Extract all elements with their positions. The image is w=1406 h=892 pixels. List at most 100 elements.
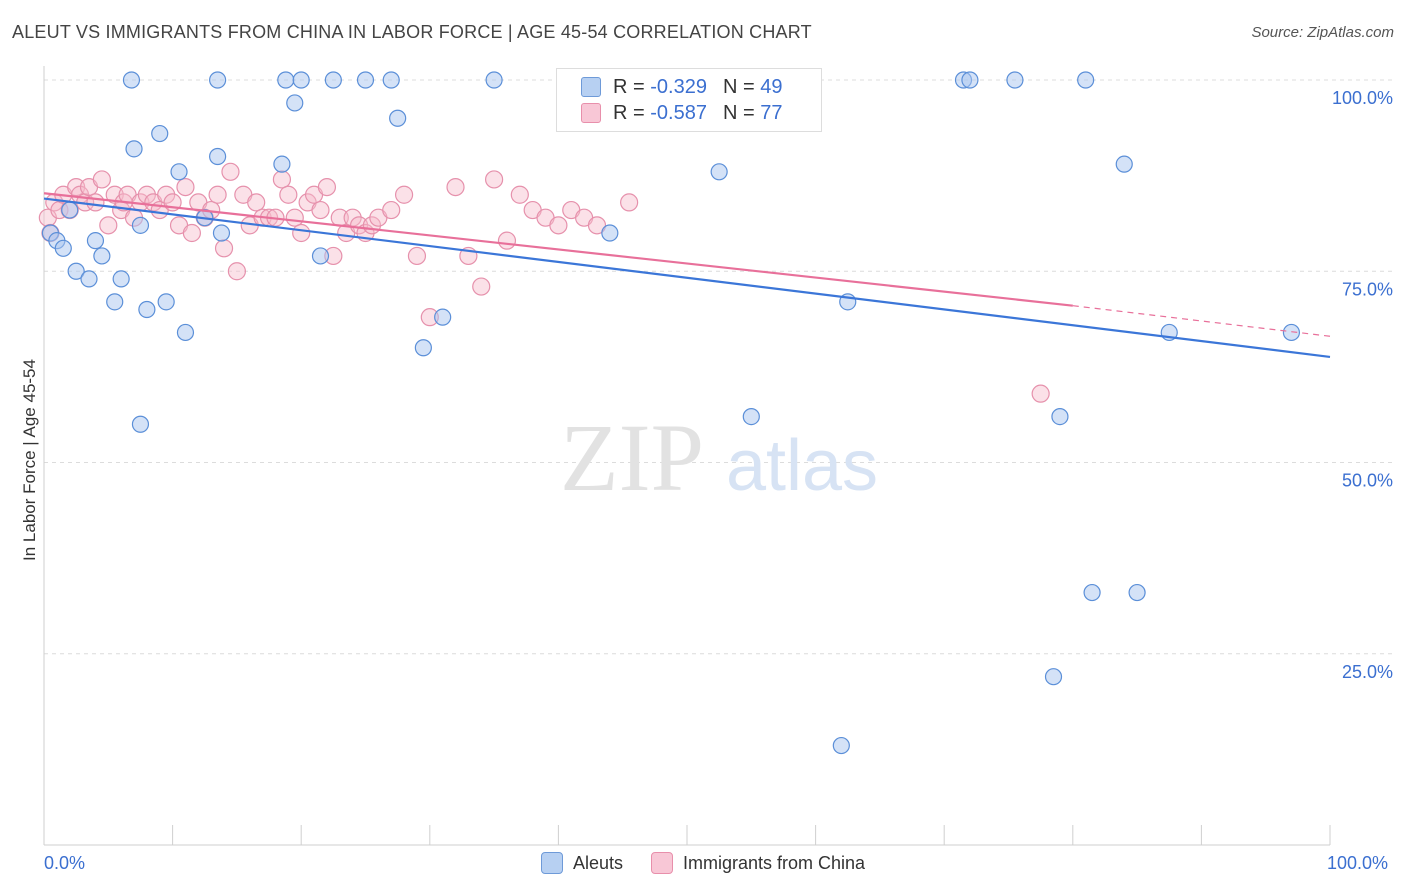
china-point: [285, 208, 304, 227]
china-point: [485, 170, 504, 189]
china-point: [317, 178, 337, 197]
aleuts-point: [80, 270, 98, 288]
aleuts-point: [122, 71, 141, 89]
china-point: [86, 193, 105, 212]
aleuts-point: [961, 71, 979, 89]
aleuts-point: [292, 71, 310, 89]
china-point: [587, 216, 607, 235]
aleuts-point: [356, 71, 375, 89]
aleuts-point: [1051, 408, 1069, 426]
legend-n-value: 49: [760, 75, 783, 98]
china-point: [182, 223, 201, 243]
china-point: [176, 178, 195, 197]
china-point: [497, 231, 517, 250]
x-tick-label-min: 0.0%: [44, 853, 86, 873]
china-point: [279, 185, 298, 204]
aleuts-point: [414, 339, 432, 357]
legend-label-china: Immigrants from China: [682, 852, 866, 873]
china-point: [272, 170, 292, 189]
china-point: [214, 239, 234, 258]
china-point: [549, 216, 568, 235]
china-point: [446, 178, 465, 197]
legend-row-china: R = -0.587 N = 77: [581, 101, 782, 125]
china-point: [472, 277, 491, 296]
legend-n-label: N =: [722, 75, 755, 98]
aleuts-point: [601, 224, 619, 242]
legend-swatch-china: [650, 852, 673, 874]
aleuts-point: [273, 155, 291, 173]
aleuts-point: [131, 216, 150, 234]
china-trend-line: [43, 192, 1073, 307]
legend-item-aleuts[interactable]: Aleuts: [540, 852, 623, 874]
china-trend-extension: [1072, 305, 1331, 337]
series-china-points: [38, 162, 1050, 403]
legend-r-label: R =: [613, 75, 645, 98]
china-point: [311, 200, 330, 220]
legend-r-value: -0.587: [650, 101, 707, 124]
aleuts-point: [61, 201, 79, 219]
china-point: [221, 162, 240, 181]
aleuts-point: [212, 224, 231, 242]
legend-n-label: N =: [722, 101, 755, 124]
aleuts-point: [324, 71, 342, 89]
aleuts-point: [832, 736, 850, 755]
aleuts-point: [1044, 668, 1063, 686]
y-tick-label: 25.0%: [1342, 662, 1393, 682]
china-point: [247, 193, 266, 212]
aleuts-point: [286, 94, 304, 112]
chart-title: ALEUT VS IMMIGRANTS FROM CHINA IN LABOR …: [12, 22, 812, 42]
y-tick-label: 75.0%: [1342, 279, 1393, 299]
legend-swatch-aleuts: [540, 852, 563, 874]
aleuts-point: [1282, 323, 1301, 342]
aleuts-point: [157, 293, 175, 311]
aleuts-point: [106, 293, 124, 311]
aleuts-point: [138, 300, 156, 319]
aleuts-point: [1128, 583, 1146, 602]
aleuts-point: [131, 415, 150, 433]
y-tick-label: 50.0%: [1342, 471, 1393, 491]
aleuts-point: [209, 71, 227, 89]
aleuts-point: [382, 71, 400, 89]
aleuts-point: [170, 163, 188, 181]
aleuts-point: [1115, 155, 1133, 173]
watermark-zip: ZIP: [560, 404, 704, 511]
series-legend: Aleuts Immigrants from China: [0, 852, 1406, 874]
series-aleuts-points: [41, 71, 1301, 755]
china-point: [1031, 384, 1050, 403]
china-point: [92, 170, 111, 189]
y-tick-labels: 25.0% 50.0% 75.0% 100.0%: [1332, 88, 1393, 682]
aleuts-point: [93, 247, 111, 265]
legend-label-aleuts: Aleuts: [572, 852, 623, 873]
aleuts-point: [54, 239, 72, 257]
aleuts-point: [277, 71, 295, 89]
china-point: [227, 262, 246, 281]
aleuts-point: [485, 71, 503, 89]
aleuts-point: [1077, 71, 1095, 89]
china-point: [292, 223, 311, 243]
axes: [43, 66, 1331, 846]
x-tick-label-max: 100.0%: [1327, 853, 1389, 873]
china-point: [620, 193, 639, 212]
aleuts-point: [125, 140, 143, 158]
china-point: [99, 216, 118, 235]
aleuts-point: [1006, 71, 1024, 89]
aleuts-point: [209, 147, 227, 166]
aleuts-point: [151, 124, 169, 143]
aleuts-point: [710, 163, 728, 181]
watermark-atlas: atlas: [726, 426, 878, 506]
aleuts-point: [389, 109, 407, 127]
aleuts-point: [434, 308, 452, 326]
legend-item-china[interactable]: Immigrants from China: [650, 852, 866, 874]
trend-lines: [43, 192, 1331, 359]
legend-row-aleuts: R = -0.329 N = 49: [581, 75, 782, 99]
china-point: [510, 185, 529, 204]
aleuts-point: [112, 270, 130, 288]
watermark: ZIP atlas: [560, 404, 878, 511]
aleuts-point: [176, 323, 195, 342]
aleuts-point: [67, 262, 85, 280]
source-label: Source: ZipAtlas.com: [1251, 24, 1394, 41]
aleuts-point: [311, 247, 330, 265]
aleuts-point: [742, 408, 760, 426]
aleuts-trend-line: [43, 197, 1331, 359]
